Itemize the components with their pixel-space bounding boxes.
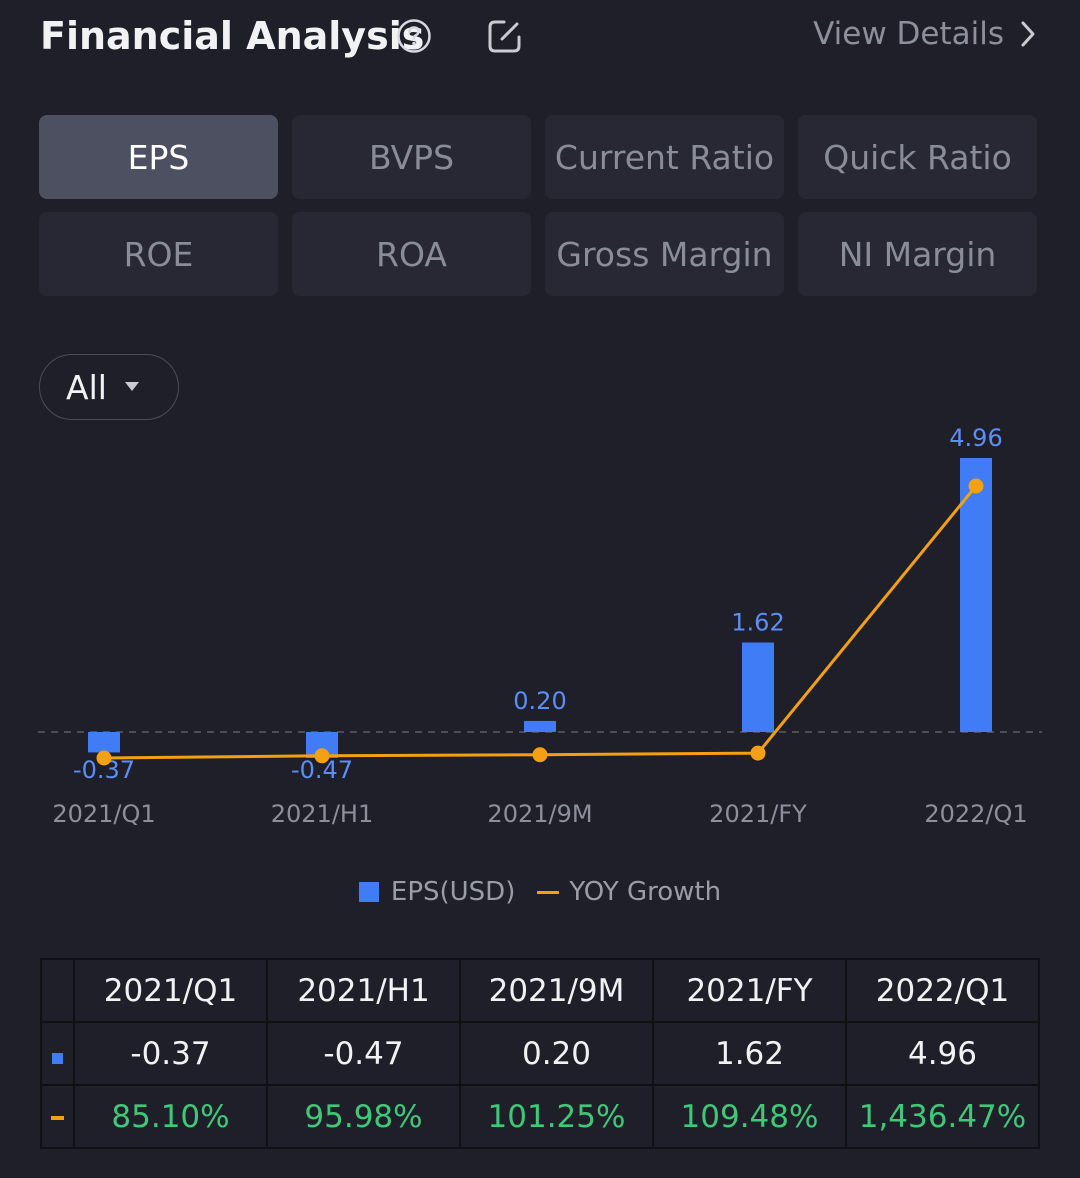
tab-eps[interactable]: EPS (39, 115, 278, 199)
legend-line-swatch (537, 890, 560, 894)
page-title: Financial Analysis (40, 14, 425, 58)
eps-data-label: 4.96 (949, 424, 1002, 452)
eps-marker-icon (52, 1052, 63, 1064)
table-corner-cell (40, 958, 75, 1023)
table-cell-growth: 1,436.47% (845, 1084, 1040, 1149)
table-cell-eps: -0.47 (266, 1021, 461, 1086)
table-cell-growth: 101.25% (459, 1084, 654, 1149)
data-table: 2021/Q1 2021/H1 2021/9M 2021/FY 2022/Q1 … (40, 958, 1040, 1149)
chart-legend: EPS(USD) YOY Growth (0, 872, 1080, 912)
table-row-eps: -0.37 -0.47 0.20 1.62 4.96 (40, 1021, 1040, 1086)
eps-bar[interactable] (960, 458, 992, 732)
eps-bar[interactable] (88, 732, 120, 753)
table-cell-growth: 85.10% (73, 1084, 268, 1149)
yoy-growth-point[interactable] (532, 747, 548, 763)
eps-bar[interactable] (524, 720, 556, 732)
tab-roe[interactable]: ROE (39, 212, 278, 296)
table-cell-growth: 109.48% (652, 1084, 847, 1149)
x-axis-tick-label: 2022/Q1 (924, 800, 1027, 828)
view-details-label: View Details (813, 16, 1004, 52)
eps-chart: -0.37 -0.47 0.20 1.62 4.96 2021/Q1 2021/H1 2021… (0, 420, 1080, 840)
x-axis-tick-label: 2021/9M (487, 800, 592, 828)
x-axis-tick-label: 2021/Q1 (52, 800, 155, 828)
tab-roa[interactable]: ROA (292, 212, 531, 296)
eps-bar[interactable] (742, 642, 774, 732)
x-axis-tick-label: 2021/FY (709, 800, 807, 828)
eps-row-marker (40, 1021, 75, 1086)
eps-data-label: 0.20 (513, 687, 566, 715)
table-header-cell: 2021/9M (459, 958, 654, 1023)
yoy-growth-point[interactable] (750, 745, 766, 761)
table-header-cell: 2021/H1 (266, 958, 461, 1023)
yoy-growth-point[interactable] (968, 478, 984, 494)
legend-bar-label: EPS(USD) (390, 877, 516, 907)
yoy-growth-point[interactable] (314, 748, 330, 764)
metric-tabs: EPS BVPS Current Ratio Quick Ratio ROE R… (39, 115, 1038, 296)
table-cell-growth: 95.98% (266, 1084, 461, 1149)
table-cell-eps: -0.37 (73, 1021, 268, 1086)
table-header-cell: 2021/Q1 (73, 958, 268, 1023)
tab-current-ratio[interactable]: Current Ratio (545, 115, 784, 199)
table-cell-eps: 1.62 (652, 1021, 847, 1086)
period-dropdown-value: All (66, 367, 107, 407)
growth-marker-icon (51, 1116, 64, 1120)
tab-ni-margin[interactable]: NI Margin (798, 212, 1037, 296)
view-details-link[interactable]: View Details (813, 16, 1038, 52)
yoy-growth-point[interactable] (96, 750, 112, 766)
help-icon[interactable] (396, 18, 432, 54)
legend-bar-swatch (358, 882, 379, 902)
tab-quick-ratio[interactable]: Quick Ratio (798, 115, 1037, 199)
growth-row-marker (40, 1084, 75, 1149)
eps-data-label: 1.62 (731, 609, 784, 637)
table-cell-eps: 0.20 (459, 1021, 654, 1086)
x-axis-tick-label: 2021/H1 (271, 800, 373, 828)
table-cell-eps: 4.96 (845, 1021, 1040, 1086)
header: Financial Analysis View Details (0, 0, 1080, 80)
tab-bvps[interactable]: BVPS (292, 115, 531, 199)
table-row-yoy-growth: 85.10% 95.98% 101.25% 109.48% 1,436.47% (40, 1084, 1040, 1149)
table-header-cell: 2022/Q1 (845, 958, 1040, 1023)
period-dropdown[interactable]: All (39, 354, 179, 420)
legend-line-label: YOY Growth (569, 877, 722, 907)
yoy-growth-line (103, 485, 978, 760)
table-header-cell: 2021/FY (652, 958, 847, 1023)
tab-gross-margin[interactable]: Gross Margin (545, 212, 784, 296)
edit-icon[interactable] (486, 17, 524, 55)
chevron-right-icon (1021, 21, 1035, 47)
caret-down-icon (124, 382, 139, 391)
table-header-row: 2021/Q1 2021/H1 2021/9M 2021/FY 2022/Q1 (40, 958, 1040, 1023)
